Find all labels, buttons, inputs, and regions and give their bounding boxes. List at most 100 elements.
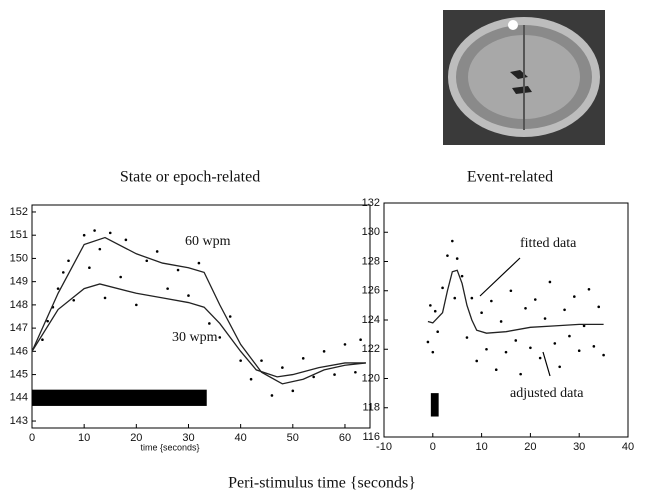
x-tick-label: 30 [573,441,585,453]
data-point [446,254,449,257]
data-point [145,259,148,262]
y-tick-label: 144 [10,392,28,404]
data-point [466,336,469,339]
annotation: adjusted data [510,386,584,401]
data-point [344,343,347,346]
chart-title: State or epoch-related [120,169,260,186]
data-point [177,269,180,272]
x-tick-label: 0 [29,432,35,444]
data-point [602,354,605,357]
data-point [99,248,102,251]
annotation: 30 wpm [172,330,218,345]
figure: State or epoch-related Event-related Per… [0,0,645,495]
data-point [41,338,44,341]
data-point [456,257,459,260]
stimulus-bar [32,390,207,406]
y-tick-label: 122 [362,343,380,355]
data-point [451,240,454,243]
data-point [429,304,432,307]
y-tick-label: 149 [10,276,28,288]
x-tick-label: 60 [339,432,351,444]
data-point [333,373,336,376]
data-point [588,288,591,291]
data-point [260,359,263,362]
activation [508,20,518,30]
data-point [104,297,107,300]
data-point [554,342,557,345]
y-tick-label: 147 [10,322,28,334]
data-point [436,330,439,333]
y-tick-label: 150 [10,252,28,264]
y-tick-label: 148 [10,299,28,311]
data-point [432,351,435,354]
y-tick-label: 130 [362,226,380,238]
data-point [187,294,190,297]
data-point [597,306,600,309]
y-tick-label: 152 [10,206,28,218]
data-point [312,376,315,379]
data-point [461,275,464,278]
figure-caption: Peri-stimulus time {seconds} [228,475,416,492]
data-point [67,259,70,262]
data-point [514,339,517,342]
data-point [198,262,201,265]
data-point [166,287,169,290]
data-point [471,297,474,300]
annotation-arrow [480,258,520,296]
y-tick-label: 151 [10,229,28,241]
data-point [480,311,483,314]
y-tick-label: 124 [362,314,380,326]
data-point [125,239,128,242]
data-point [62,271,65,274]
fitted-line [32,238,366,384]
data-point [57,287,60,290]
data-point [72,299,75,302]
data-point [500,320,503,323]
data-point [441,287,444,290]
y-tick-label: 120 [362,372,380,384]
data-point [46,320,49,323]
data-point [109,232,112,235]
data-point [434,310,437,313]
data-point [271,394,274,397]
data-point [519,373,522,376]
data-point [563,308,566,311]
annotation: 60 wpm [185,234,231,249]
data-point [229,315,232,318]
y-tick-label: 128 [362,255,380,267]
x-tick-label: 40 [622,441,634,453]
data-point [218,336,221,339]
y-tick-label: 132 [362,197,380,209]
data-point [208,322,211,325]
x-tick-label: 10 [78,432,90,444]
data-point [539,357,542,360]
x-tick-label: 10 [475,441,487,453]
data-point [281,366,284,369]
data-point [292,390,295,393]
x-tick-label: 40 [235,432,247,444]
data-point [359,338,362,341]
y-tick-label: 145 [10,368,28,380]
data-point [83,234,86,237]
data-point [578,349,581,352]
data-point [93,229,96,232]
data-point [549,281,552,284]
fitted-line [428,270,604,333]
data-point [534,298,537,301]
x-tick-label: 0 [430,441,436,453]
data-point [119,276,122,279]
data-point [323,350,326,353]
data-point [239,359,242,362]
data-point [505,351,508,354]
brain-image [443,10,605,145]
data-point [524,307,527,310]
annotation-arrow [543,352,550,376]
data-point [427,341,430,344]
data-point [568,335,571,338]
y-tick-label: 126 [362,285,380,297]
stimulus-bar [431,393,439,416]
annotation: fitted data [520,236,577,251]
data-point [558,366,561,369]
data-point [544,317,547,320]
y-tick-label: 146 [10,345,28,357]
